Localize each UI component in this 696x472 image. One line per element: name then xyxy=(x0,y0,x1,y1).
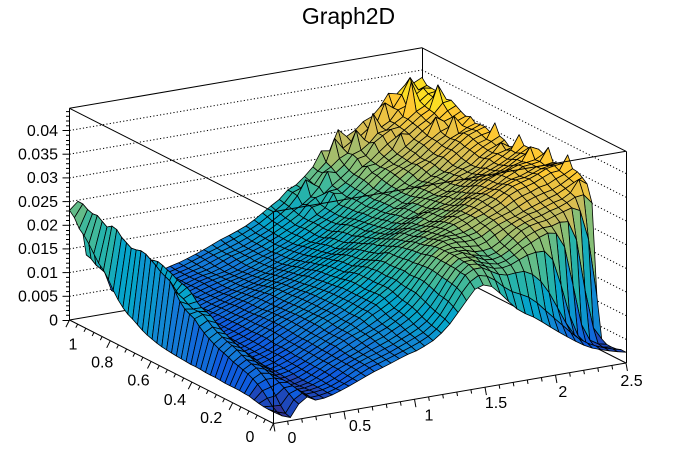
svg-text:0.6: 0.6 xyxy=(127,373,149,390)
svg-text:0.5: 0.5 xyxy=(349,418,371,435)
svg-text:0.03: 0.03 xyxy=(27,170,58,187)
svg-text:0.005: 0.005 xyxy=(18,289,58,306)
svg-text:0.04: 0.04 xyxy=(27,123,58,140)
svg-text:0.035: 0.035 xyxy=(18,147,58,164)
svg-text:0.01: 0.01 xyxy=(27,265,58,282)
svg-text:1.5: 1.5 xyxy=(485,395,507,412)
svg-text:2.5: 2.5 xyxy=(620,373,642,390)
svg-text:1: 1 xyxy=(68,336,77,353)
svg-text:0.2: 0.2 xyxy=(200,410,222,427)
svg-text:0: 0 xyxy=(246,429,255,446)
svg-text:Graph2D: Graph2D xyxy=(302,3,395,29)
svg-text:0.015: 0.015 xyxy=(18,241,58,258)
svg-text:0.02: 0.02 xyxy=(27,218,58,235)
svg-text:0: 0 xyxy=(288,430,297,447)
svg-text:0.025: 0.025 xyxy=(18,194,58,211)
svg-text:0.8: 0.8 xyxy=(91,355,113,372)
svg-text:2: 2 xyxy=(558,384,567,401)
svg-text:0.4: 0.4 xyxy=(164,392,186,409)
svg-text:0: 0 xyxy=(49,312,58,329)
svg-text:1: 1 xyxy=(425,407,434,424)
